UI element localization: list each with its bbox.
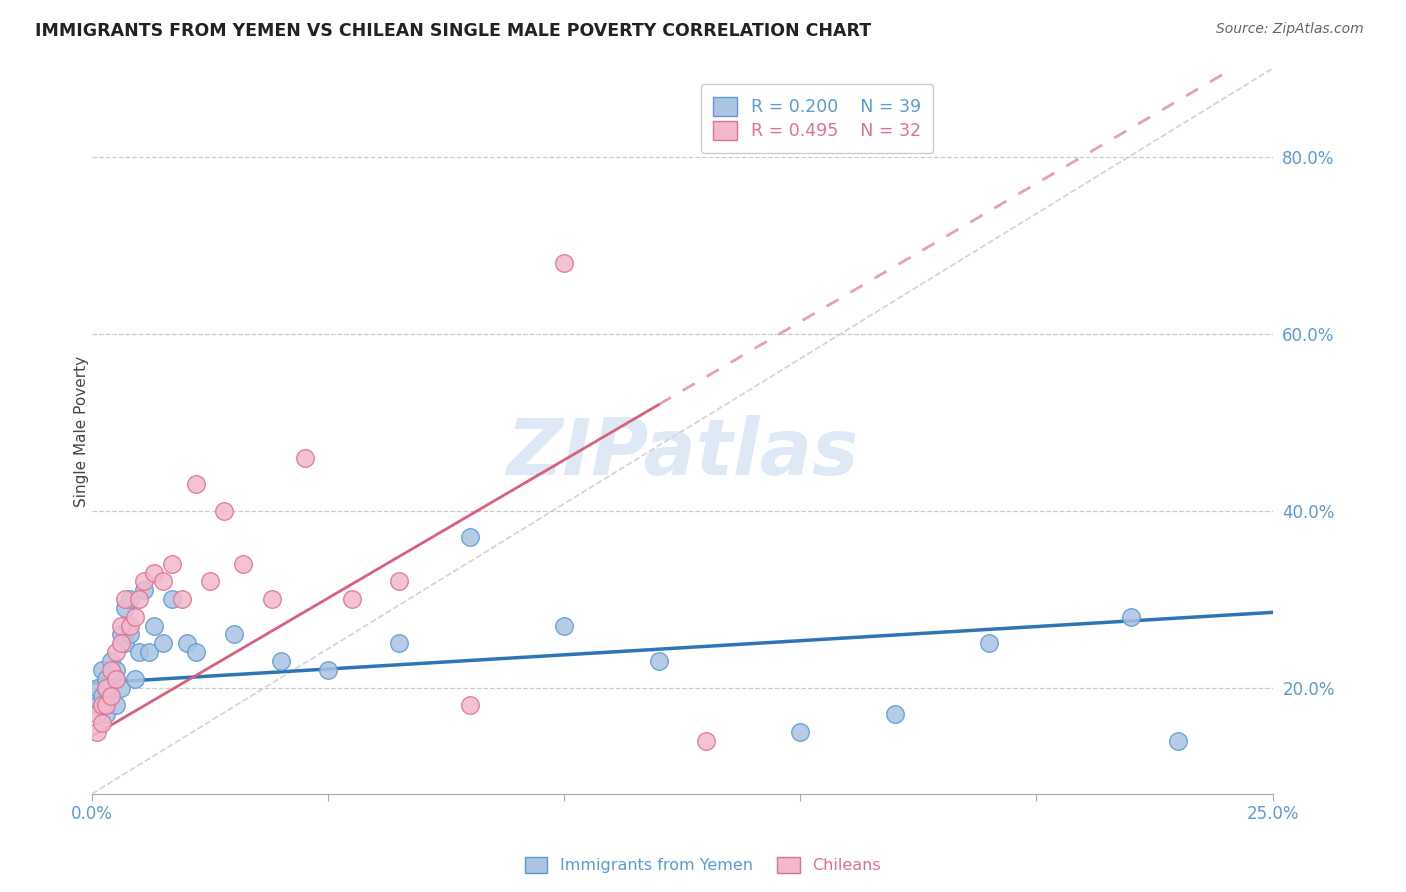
Point xyxy=(388,636,411,650)
Legend: Immigrants from Yemen, Chileans: Immigrants from Yemen, Chileans xyxy=(519,850,887,880)
Point xyxy=(114,592,136,607)
Point xyxy=(100,654,122,668)
Point xyxy=(86,707,108,722)
Point xyxy=(124,672,146,686)
Text: Source: ZipAtlas.com: Source: ZipAtlas.com xyxy=(1216,22,1364,37)
Point xyxy=(184,645,207,659)
Point xyxy=(104,645,127,659)
Y-axis label: Single Male Poverty: Single Male Poverty xyxy=(73,356,89,507)
Point xyxy=(294,450,316,465)
Point xyxy=(1167,733,1189,747)
Point xyxy=(553,256,575,270)
Point xyxy=(789,724,811,739)
Point xyxy=(114,636,136,650)
Point xyxy=(90,690,112,704)
Text: ZIPatlas: ZIPatlas xyxy=(506,415,859,491)
Point xyxy=(184,477,207,491)
Point xyxy=(458,698,481,713)
Point xyxy=(128,645,150,659)
Point xyxy=(388,574,411,589)
Point xyxy=(90,663,112,677)
Point xyxy=(648,654,671,668)
Point xyxy=(132,574,155,589)
Point xyxy=(96,698,118,713)
Point xyxy=(316,663,339,677)
Point xyxy=(124,609,146,624)
Point xyxy=(200,574,222,589)
Point xyxy=(110,636,132,650)
Point xyxy=(104,663,127,677)
Point xyxy=(90,715,112,730)
Point xyxy=(132,583,155,598)
Point xyxy=(118,627,141,641)
Point xyxy=(458,530,481,544)
Point xyxy=(104,672,127,686)
Point xyxy=(96,681,118,695)
Point xyxy=(138,645,160,659)
Point xyxy=(110,618,132,632)
Point xyxy=(128,592,150,607)
Point xyxy=(222,627,245,641)
Point xyxy=(96,672,118,686)
Point xyxy=(104,698,127,713)
Point xyxy=(86,724,108,739)
Point xyxy=(162,592,184,607)
Point xyxy=(979,636,1001,650)
Point xyxy=(152,574,174,589)
Point xyxy=(90,698,112,713)
Point xyxy=(100,690,122,704)
Point xyxy=(118,618,141,632)
Point xyxy=(114,601,136,615)
Point xyxy=(118,592,141,607)
Point xyxy=(86,698,108,713)
Point xyxy=(176,636,198,650)
Point xyxy=(152,636,174,650)
Legend: R = 0.200    N = 39, R = 0.495    N = 32: R = 0.200 N = 39, R = 0.495 N = 32 xyxy=(700,85,934,153)
Point xyxy=(100,663,122,677)
Point xyxy=(695,733,717,747)
Point xyxy=(232,557,254,571)
Point xyxy=(340,592,363,607)
Point xyxy=(270,654,292,668)
Point xyxy=(110,627,132,641)
Point xyxy=(104,672,127,686)
Point xyxy=(883,707,905,722)
Point xyxy=(162,557,184,571)
Point xyxy=(96,681,118,695)
Point xyxy=(214,504,236,518)
Point xyxy=(260,592,283,607)
Point xyxy=(86,681,108,695)
Point xyxy=(142,618,165,632)
Point xyxy=(110,681,132,695)
Text: IMMIGRANTS FROM YEMEN VS CHILEAN SINGLE MALE POVERTY CORRELATION CHART: IMMIGRANTS FROM YEMEN VS CHILEAN SINGLE … xyxy=(35,22,872,40)
Point xyxy=(553,618,575,632)
Point xyxy=(96,707,118,722)
Point xyxy=(100,690,122,704)
Point xyxy=(142,566,165,580)
Point xyxy=(170,592,193,607)
Point xyxy=(1119,609,1142,624)
